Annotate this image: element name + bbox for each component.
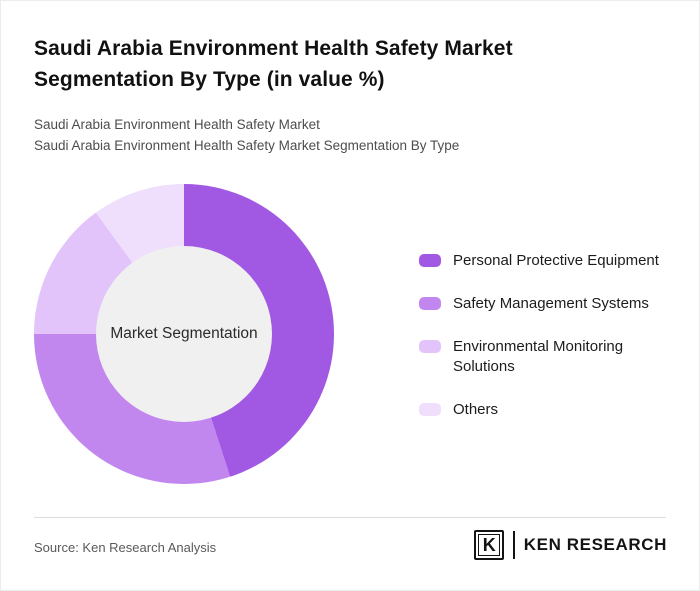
source-note: Source: Ken Research Analysis — [34, 540, 217, 555]
legend-item: Safety Management Systems — [419, 294, 669, 314]
legend-swatch — [419, 403, 441, 416]
subtitle-line-2: Saudi Arabia Environment Health Safety M… — [34, 138, 460, 153]
legend-item: Personal Protective Equipment — [419, 251, 669, 271]
legend-label: Personal Protective Equipment — [453, 252, 659, 269]
logo-divider-bar — [513, 531, 515, 559]
footer-divider — [34, 517, 666, 518]
donut-chart-area: Market Segmentation — [34, 184, 334, 484]
legend-swatch — [419, 340, 441, 353]
donut-center: Market Segmentation — [96, 246, 272, 422]
legend-item: Environmental Monitoring Solutions — [419, 337, 669, 377]
logo-k-icon: K — [474, 530, 505, 560]
subtitle-line-1: Saudi Arabia Environment Health Safety M… — [34, 117, 320, 132]
legend-item: Others — [419, 400, 669, 420]
ken-research-logo: K KEN RESEARCH — [474, 530, 667, 560]
logo-letter: K — [482, 535, 496, 555]
logo-wordmark: KEN RESEARCH — [523, 535, 667, 554]
donut-center-label: Market Segmentation — [110, 325, 258, 342]
legend-swatch — [419, 297, 441, 310]
page-title: Saudi Arabia Environment Health Safety M… — [34, 37, 513, 91]
legend-swatch — [419, 254, 441, 267]
chart-legend: Personal Protective Equipment Safety Man… — [419, 251, 669, 420]
subtitle-block: Saudi Arabia Environment Health Safety M… — [34, 114, 459, 156]
legend-label: Safety Management Systems — [453, 295, 649, 312]
legend-label: Others — [453, 401, 499, 418]
legend-label: Environmental Monitoring Solutions — [453, 338, 624, 375]
